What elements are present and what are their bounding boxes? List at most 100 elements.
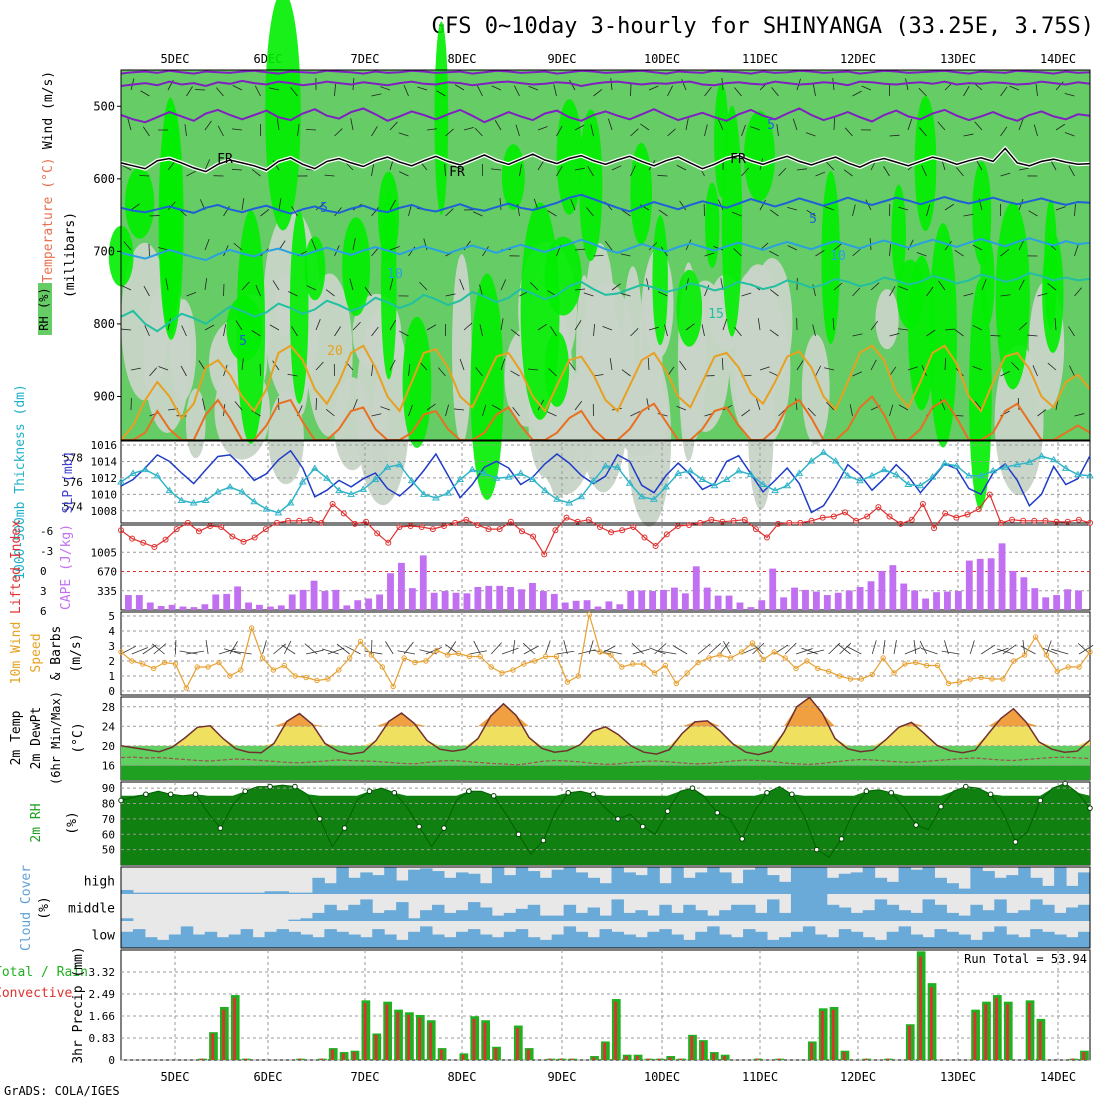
rh2m-point <box>615 816 621 822</box>
upper-wind-barb <box>537 160 545 171</box>
cloud-bar-high <box>228 892 242 894</box>
surface-wind-barb <box>229 641 238 655</box>
lifted-index-point <box>385 539 392 546</box>
cloud-bar-low <box>204 931 218 948</box>
cloud-bar-middle <box>455 910 469 921</box>
upper-wind-barb <box>186 170 196 177</box>
upper-wind-barb <box>824 206 835 211</box>
upper-wind-barb <box>231 128 243 131</box>
upper-wind-barb <box>944 203 954 211</box>
upper-wind-barb <box>334 128 343 137</box>
upper-wind-barb <box>527 368 539 371</box>
upper-wind-barb <box>251 330 261 337</box>
wind-speed-point <box>1032 634 1039 640</box>
wind-speed-point <box>150 665 157 672</box>
cape-bar <box>1009 570 1017 610</box>
thickness-point <box>274 508 283 516</box>
precip-convective-bar <box>407 1014 411 1060</box>
upper-wind-barb <box>611 165 622 171</box>
upper-wind-barb <box>832 318 835 331</box>
cloud-bar-low <box>168 934 182 948</box>
cloud-bar-low <box>850 931 864 948</box>
cloud-bar-high <box>635 875 648 894</box>
cloud-bar-high <box>778 881 792 894</box>
upper-wind-barb <box>796 360 804 371</box>
upper-wind-barb <box>216 87 224 97</box>
wind-speed-point <box>368 652 375 658</box>
date-label-bottom-10DEC: 10DEC <box>644 1070 680 1084</box>
upper-wind-barb <box>648 326 659 331</box>
upper-air-frame <box>120 69 1091 441</box>
rh2m-point <box>1062 780 1068 787</box>
upper-wind-barb <box>1000 126 1008 137</box>
wind-speed-point <box>1076 664 1082 670</box>
upper-wind-barb <box>676 405 687 411</box>
upper-wind-barb <box>815 365 822 377</box>
cloud-bar-high <box>1042 885 1055 894</box>
cloud-bar-low <box>228 934 242 948</box>
cape-bar <box>179 606 187 610</box>
cloud-bar-high <box>563 867 577 894</box>
precip-convective-bar <box>690 1036 694 1060</box>
thickness-point <box>1074 470 1082 478</box>
upper-wind-barb <box>574 167 585 171</box>
rh2m-point <box>341 825 348 831</box>
wind-speed-point <box>314 677 320 684</box>
upper-wind-barb <box>647 358 650 371</box>
upper-wind-barb <box>717 199 724 211</box>
date-label-top-8DEC: 8DEC <box>448 52 477 66</box>
upper-wind-barb <box>759 366 770 371</box>
cloud-bar-low <box>1018 937 1031 948</box>
cloud-bar-middle <box>300 918 313 921</box>
upper-wind-barb <box>120 328 132 331</box>
upper-wind-barb <box>1027 334 1038 337</box>
precip-convective-bar <box>712 1053 715 1060</box>
upper-wind-barb <box>297 124 300 137</box>
upper-wind-barb <box>417 86 428 91</box>
upper-wind-barb <box>1018 279 1025 291</box>
cloud-bar-high <box>862 867 876 894</box>
isotherm-label: 5 <box>767 118 775 133</box>
thickness-point <box>1037 452 1046 459</box>
surface-wind-barb <box>563 640 568 655</box>
upper-wind-barb <box>657 175 668 177</box>
cloud-bar-high <box>994 877 1007 894</box>
wind-speed-point <box>869 671 875 678</box>
wind-speed-point <box>455 650 462 657</box>
rh2m-point <box>664 808 671 815</box>
upper-wind-barb <box>602 325 613 331</box>
precip-convective-bar <box>472 1018 476 1060</box>
surface-wind-barb <box>871 640 877 655</box>
cape-bar <box>485 585 493 610</box>
thickness-point <box>286 498 295 506</box>
upper-wind-barb <box>918 87 927 97</box>
surface-wind-barb <box>321 648 339 655</box>
precip-convective-bar <box>995 997 998 1060</box>
wind-speed-point <box>1011 658 1017 664</box>
cloud-bar-low <box>946 931 959 948</box>
cloud-bar-middle <box>946 912 959 921</box>
upper-wind-barb <box>149 215 160 217</box>
surface-wind-barb <box>980 644 996 655</box>
wind-speed-point <box>564 679 571 685</box>
cape-bar <box>1075 590 1082 610</box>
cloud-bar-high <box>300 892 313 894</box>
upper-wind-barb <box>590 124 594 137</box>
wind-speed-point <box>923 662 930 669</box>
surface-wind-barb <box>205 640 209 655</box>
date-label-bottom-14DEC: 14DEC <box>1040 1070 1076 1084</box>
cloud-bar-middle <box>575 912 589 921</box>
upper-wind-barb <box>844 127 853 137</box>
upper-wind-barb <box>167 318 171 331</box>
cloud-bar-middle <box>503 912 517 921</box>
upper-wind-barb <box>140 90 150 97</box>
cloud-bar-high <box>647 867 660 894</box>
cape-bar <box>747 607 755 610</box>
rh-moist-region <box>896 259 924 330</box>
cloud-bar-middle <box>707 915 720 921</box>
surface-wind-barb <box>152 643 165 655</box>
lifted-index-point <box>1042 517 1049 524</box>
rh-moist-region <box>630 142 653 245</box>
cloud-bar-low <box>862 937 876 948</box>
upper-wind-barb <box>349 278 354 291</box>
